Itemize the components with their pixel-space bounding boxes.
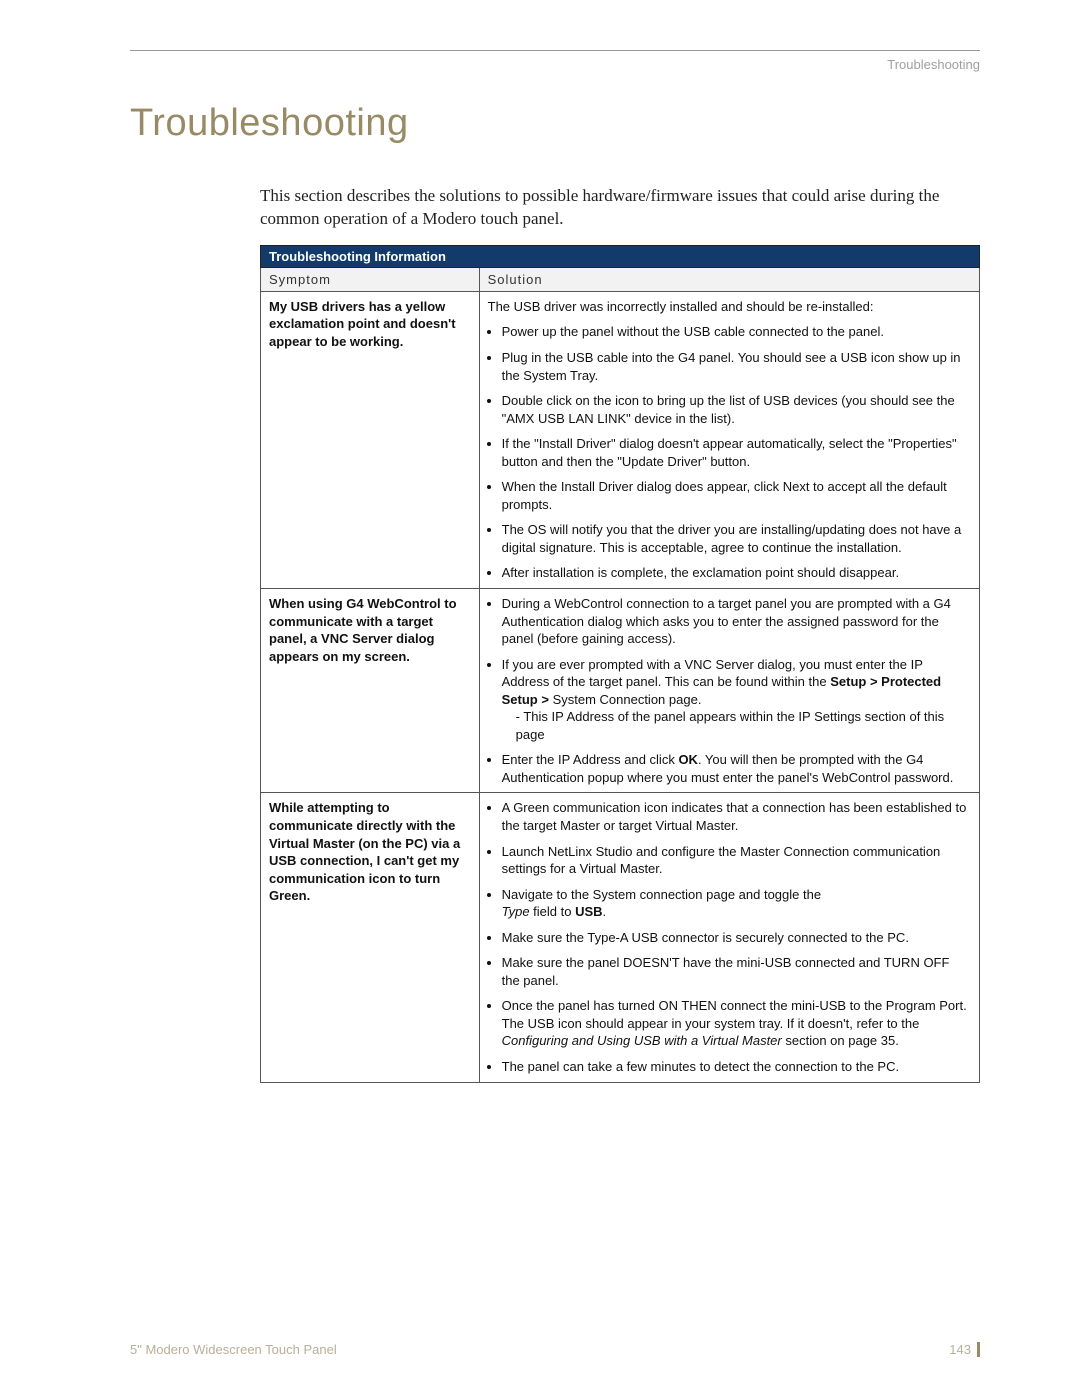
- solution-cell: The USB driver was incorrectly installed…: [479, 291, 979, 588]
- col-solution: Solution: [479, 267, 979, 291]
- table-header-row: Symptom Solution: [261, 267, 980, 291]
- col-symptom: Symptom: [261, 267, 480, 291]
- list-item: The panel can take a few minutes to dete…: [502, 1058, 971, 1076]
- table-banner-row: Troubleshooting Information: [261, 245, 980, 267]
- list-item: When the Install Driver dialog does appe…: [502, 478, 971, 513]
- table-banner: Troubleshooting Information: [261, 245, 980, 267]
- solution-list: A Green communication icon indicates tha…: [488, 799, 971, 1075]
- list-item: Navigate to the System connection page a…: [502, 886, 971, 921]
- list-item: Plug in the USB cable into the G4 panel.…: [502, 349, 971, 384]
- list-item: The OS will notify you that the driver y…: [502, 521, 971, 556]
- list-item: If the "Install Driver" dialog doesn't a…: [502, 435, 971, 470]
- footer-doc-title: 5" Modero Widescreen Touch Panel: [130, 1342, 337, 1357]
- italic-text: Type: [502, 904, 530, 919]
- text: Once the panel has turned ON THEN connec…: [502, 998, 967, 1031]
- text: section on page 35.: [782, 1033, 899, 1048]
- solution-list: During a WebControl connection to a targ…: [488, 595, 971, 786]
- list-item: After installation is complete, the excl…: [502, 564, 971, 582]
- italic-text: Configuring and Using USB with a Virtual…: [502, 1033, 782, 1048]
- list-item: Power up the panel without the USB cable…: [502, 323, 971, 341]
- running-header: Troubleshooting: [130, 57, 980, 72]
- symptom-cell: My USB drivers has a yellow exclamation …: [261, 291, 480, 588]
- list-item: Double click on the icon to bring up the…: [502, 392, 971, 427]
- solution-list: Power up the panel without the USB cable…: [488, 323, 971, 582]
- table-row: My USB drivers has a yellow exclamation …: [261, 291, 980, 588]
- troubleshooting-table: Troubleshooting Information Symptom Solu…: [260, 245, 980, 1083]
- list-item: If you are ever prompted with a VNC Serv…: [502, 656, 971, 744]
- bold-text: USB: [575, 904, 602, 919]
- text: System Connection page.: [553, 692, 702, 707]
- text: .: [603, 904, 607, 919]
- bold-text: OK: [678, 752, 698, 767]
- text: field to: [530, 904, 576, 919]
- list-item: Launch NetLinx Studio and configure the …: [502, 843, 971, 878]
- symptom-cell: When using G4 WebControl to communicate …: [261, 588, 480, 792]
- list-item: Make sure the Type-A USB connector is se…: [502, 929, 971, 947]
- sub-line: - This IP Address of the panel appears w…: [516, 708, 971, 743]
- solution-cell: During a WebControl connection to a targ…: [479, 588, 979, 792]
- text: Navigate to the System connection page a…: [502, 887, 821, 902]
- page-number: 143: [949, 1342, 980, 1357]
- list-item: Enter the IP Address and click OK. You w…: [502, 751, 971, 786]
- page-title: Troubleshooting: [130, 102, 980, 145]
- page: Troubleshooting Troubleshooting This sec…: [0, 0, 1080, 1397]
- top-rule: [130, 50, 980, 51]
- list-item: A Green communication icon indicates tha…: [502, 799, 971, 834]
- symptom-cell: While attempting to communicate directly…: [261, 793, 480, 1082]
- intro-paragraph: This section describes the solutions to …: [260, 185, 980, 231]
- solution-cell: A Green communication icon indicates tha…: [479, 793, 979, 1082]
- table-row: When using G4 WebControl to communicate …: [261, 588, 980, 792]
- table-row: While attempting to communicate directly…: [261, 793, 980, 1082]
- list-item: Once the panel has turned ON THEN connec…: [502, 997, 971, 1050]
- page-footer: 5" Modero Widescreen Touch Panel 143: [130, 1342, 980, 1357]
- solution-lead: The USB driver was incorrectly installed…: [488, 298, 971, 316]
- list-item: Make sure the panel DOESN'T have the min…: [502, 954, 971, 989]
- text: Enter the IP Address and click: [502, 752, 679, 767]
- list-item: During a WebControl connection to a targ…: [502, 595, 971, 648]
